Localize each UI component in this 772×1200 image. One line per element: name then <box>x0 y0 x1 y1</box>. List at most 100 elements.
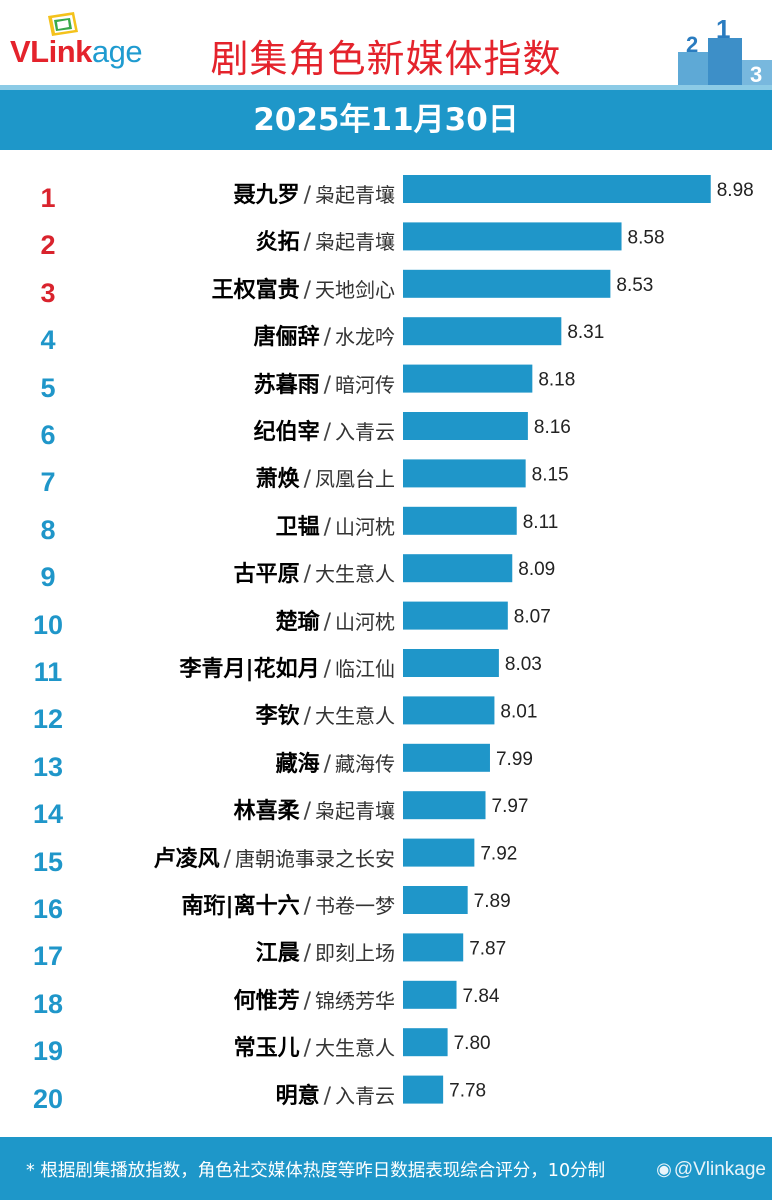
drama-name: 枭起青壤 <box>315 799 395 824</box>
bar <box>403 269 611 298</box>
value-label: 7.97 <box>492 796 529 817</box>
drama-name: 临江仙 <box>335 657 395 681</box>
character-name: 藏海 <box>275 751 320 777</box>
bar <box>403 412 528 440</box>
rank-number: 11 <box>33 657 63 687</box>
value-label: 7.87 <box>469 938 506 959</box>
drama-name: 即刻上场 <box>315 941 395 966</box>
value-label: 7.99 <box>496 749 533 770</box>
bar <box>403 601 508 630</box>
value-label: 8.07 <box>514 607 551 628</box>
character-name: 纪伯宰 <box>253 420 320 445</box>
row-label: 卢凌风 / 唐朝诡事录之长安 <box>154 841 395 873</box>
logo-screen-icon <box>48 12 78 36</box>
row-label: 古平原 / 大生意人 <box>234 556 395 588</box>
bar <box>403 980 457 1009</box>
separator: / <box>303 799 311 825</box>
row-label: 常玉儿 / 大生意人 <box>234 1030 395 1062</box>
drama-name: 山河枕 <box>335 609 395 634</box>
character-name: 江晨 <box>255 941 300 967</box>
logo-vlink: VLink <box>10 34 92 69</box>
watermark-text: @Vlinkage <box>673 1159 766 1180</box>
drama-name: 山河枕 <box>335 514 395 539</box>
separator: / <box>323 372 331 398</box>
drama-name: 天地剑心 <box>315 277 395 302</box>
row-label: 楚瑜 / 山河枕 <box>276 604 395 636</box>
row-label: 明意 / 入青云 <box>276 1078 395 1110</box>
date-banner: 2025年11月30日 <box>0 90 772 150</box>
character-name: 古平原 <box>233 562 300 588</box>
separator: / <box>223 846 231 872</box>
separator: / <box>323 420 331 445</box>
separator: / <box>323 657 331 682</box>
value-label: 8.18 <box>538 370 575 391</box>
rank-number: 20 <box>32 1083 64 1114</box>
character-name: 常玉儿 <box>233 1036 300 1062</box>
rank-number: 14 <box>32 799 64 830</box>
header: VLinkage 剧集角色新媒体指数 2 1 3 <box>0 0 772 88</box>
character-name: 卫韫 <box>275 514 320 540</box>
bar <box>403 222 622 251</box>
character-name: 林喜柔 <box>233 799 300 825</box>
value-label: 8.53 <box>616 275 653 296</box>
row-label: 江晨 / 即刻上场 <box>256 935 395 967</box>
row-label: 炎拓 / 枭起青壤 <box>256 224 395 256</box>
value-label: 7.92 <box>480 844 517 865</box>
rank-number: 7 <box>40 467 56 498</box>
bar-chart-svg: 8.98 8.58 8.53 8.31 8.18 8.16 8.15 8.11 8.09 8.07… <box>403 175 754 1104</box>
bar <box>403 317 562 346</box>
rank-number: 16 <box>32 894 64 924</box>
character-name: 李青月|花如月 <box>179 657 320 682</box>
value-label: 8.11 <box>523 512 559 533</box>
bar <box>403 933 464 962</box>
drama-name: 入青云 <box>335 420 395 444</box>
separator: / <box>303 941 311 967</box>
character-name: 卢凌风 <box>153 846 220 872</box>
footnote: * 根据剧集播放指数，角色社交媒体热度等昨日数据表现综合评分，10分制 <box>26 1161 606 1181</box>
value-label: 8.98 <box>717 180 754 201</box>
rank-number: 4 <box>40 325 56 356</box>
rank-number: 2 <box>40 230 56 261</box>
logo-age: age <box>91 34 143 69</box>
character-name: 唐俪辞 <box>253 325 320 351</box>
page-title: 剧集角色新媒体指数 <box>210 37 562 81</box>
character-name: 苏暮雨 <box>253 372 320 398</box>
bar <box>403 506 517 535</box>
character-name: 楚瑜 <box>275 609 320 635</box>
value-label: 7.80 <box>454 1033 491 1054</box>
drama-name: 凤凰台上 <box>315 467 395 492</box>
row-label: 李钦 / 大生意人 <box>256 698 395 730</box>
value-label: 7.84 <box>463 986 500 1007</box>
rank-number: 10 <box>32 609 64 640</box>
value-label: 8.58 <box>628 227 665 248</box>
drama-name: 锦绣芳华 <box>315 988 395 1013</box>
rank-number: 19 <box>32 1036 64 1067</box>
separator: / <box>323 609 331 635</box>
podium-icon: 2 1 3 <box>678 14 772 88</box>
rank-number: 17 <box>32 941 64 972</box>
separator: / <box>303 230 311 256</box>
rank-number: 6 <box>40 420 56 450</box>
value-label: 7.89 <box>474 891 511 912</box>
rank-number: 5 <box>40 372 56 403</box>
drama-name: 大生意人 <box>315 1036 395 1061</box>
character-name: 南珩|离十六 <box>181 894 300 919</box>
row-label: 李青月|花如月 / 临江仙 <box>180 651 395 683</box>
separator: / <box>303 467 311 493</box>
drama-name: 枭起青壤 <box>315 230 395 255</box>
rank-number: 13 <box>32 751 64 782</box>
rank-number: 18 <box>32 988 64 1019</box>
row-label: 林喜柔 / 枭起青壤 <box>234 793 395 825</box>
drama-name: 水龙吟 <box>335 325 395 350</box>
bar <box>403 838 475 867</box>
rank-number: 3 <box>40 277 56 308</box>
row-label: 何惟芳 / 锦绣芳华 <box>234 983 395 1015</box>
separator: / <box>323 1083 331 1109</box>
drama-name: 唐朝诡事录之长安 <box>235 846 395 871</box>
separator: / <box>323 325 331 351</box>
bar <box>403 791 486 820</box>
separator: / <box>303 704 311 730</box>
row-label: 王权富贵 / 天地剑心 <box>212 272 395 304</box>
drama-name: 大生意人 <box>315 704 395 729</box>
separator: / <box>303 562 311 588</box>
